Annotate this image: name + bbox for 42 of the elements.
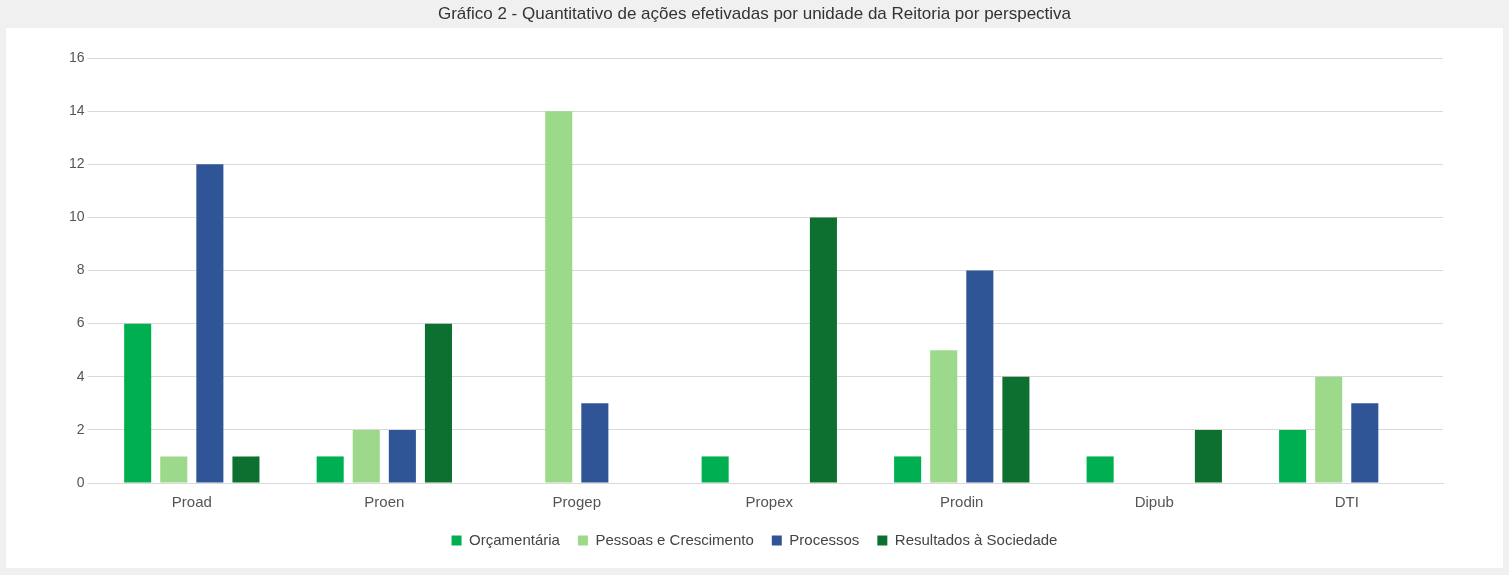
bar	[160, 456, 188, 483]
x-tick-label: Prodin	[940, 493, 984, 511]
bar	[930, 350, 958, 483]
x-tick-label: Propex	[745, 493, 794, 511]
bar	[581, 403, 609, 483]
legend-label: Pessoas e Crescimento	[595, 530, 754, 548]
bar	[966, 270, 994, 483]
bar	[1002, 376, 1030, 483]
bar	[316, 456, 344, 483]
y-tick-label: 10	[68, 208, 85, 225]
y-tick-label: 6	[76, 314, 85, 331]
bar	[352, 429, 380, 483]
x-tick-label: Proad	[171, 493, 212, 511]
chart-title: Gráfico 2 - Quantitativo de ações efetivadas por unidade da Reitoria por perspectiva	[436, 3, 1073, 25]
y-tick-label: 14	[68, 101, 85, 118]
bar	[545, 111, 573, 483]
x-tick-label: Proen	[364, 493, 405, 511]
bar	[388, 429, 416, 483]
y-tick-label: 4	[76, 367, 85, 384]
bar	[1351, 403, 1379, 483]
y-tick-label: 8	[76, 261, 85, 278]
legend-label: Orçamentária	[469, 530, 561, 548]
legend-label: Processos	[789, 530, 860, 548]
bar	[894, 456, 922, 483]
y-tick-label: 12	[68, 155, 85, 172]
y-tick-label: 2	[76, 420, 85, 437]
bar	[809, 217, 837, 483]
x-tick-label: Dipub	[1134, 493, 1174, 511]
bar	[232, 456, 260, 483]
x-tick-label: DTI	[1334, 493, 1359, 511]
bar	[1086, 456, 1114, 483]
bar	[701, 456, 729, 483]
y-tick-label: 16	[68, 48, 85, 65]
x-tick-label: Progep	[552, 493, 601, 511]
bar	[1315, 376, 1343, 483]
legend-label: Resultados à Sociedade	[894, 530, 1058, 548]
bar	[196, 164, 224, 483]
bar	[1194, 429, 1222, 483]
y-tick-label: 0	[76, 473, 85, 490]
bar	[1279, 429, 1307, 483]
bar	[124, 323, 152, 483]
bar	[424, 323, 452, 483]
